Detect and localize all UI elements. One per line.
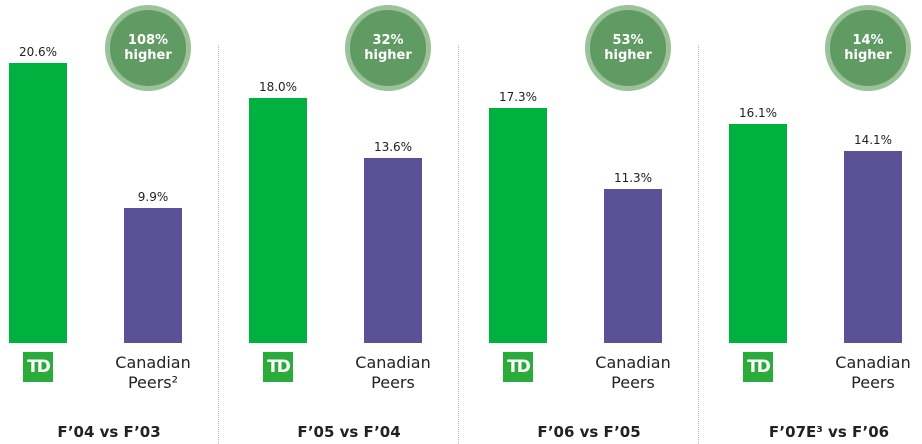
category-label: Canadian Peers [835, 353, 911, 392]
value-label: 20.6% [18, 44, 58, 59]
panel-title: F’07E³ vs F’06 [768, 423, 890, 441]
value-label: 16.1% [738, 106, 778, 121]
category-logo: TD [263, 352, 293, 382]
bar [489, 107, 547, 343]
bar [604, 189, 662, 343]
category-logo: TD [23, 352, 53, 382]
bar [364, 158, 422, 343]
panel-title: F’04 vs F’03 [57, 423, 161, 441]
value-label: 11.3% [613, 171, 653, 186]
annotation: 14% higher [844, 33, 892, 63]
separator [698, 45, 699, 444]
annotation-circle: 32% higher [345, 5, 431, 91]
bar [729, 124, 787, 343]
bar [844, 151, 902, 343]
value-label: 17.3% [498, 89, 538, 104]
value-label: 9.9% [137, 190, 169, 205]
panel-title: F’05 vs F’04 [297, 423, 401, 441]
value-label: 13.6% [373, 140, 413, 155]
separator [458, 45, 459, 444]
category-label: Canadian Peers² [115, 353, 191, 392]
annotation: 32% higher [364, 33, 412, 63]
category-logo: TD [503, 352, 533, 382]
bar [9, 62, 67, 343]
annotation: 53% higher [604, 33, 652, 63]
bar [249, 98, 307, 343]
annotation: 108% higher [124, 33, 172, 63]
category-logo: TD [743, 352, 773, 382]
category-label: Canadian Peers [595, 353, 671, 392]
category-label: Canadian Peers [355, 353, 431, 392]
value-label: 14.1% [853, 133, 893, 148]
annotation-circle: 14% higher [825, 5, 911, 91]
annotation-circle: 108% higher [105, 5, 191, 91]
annotation-circle: 53% higher [585, 5, 671, 91]
bar [124, 208, 182, 343]
panel-title: F’06 vs F’05 [537, 423, 641, 441]
separator [218, 45, 219, 444]
value-label: 18.0% [258, 80, 298, 95]
